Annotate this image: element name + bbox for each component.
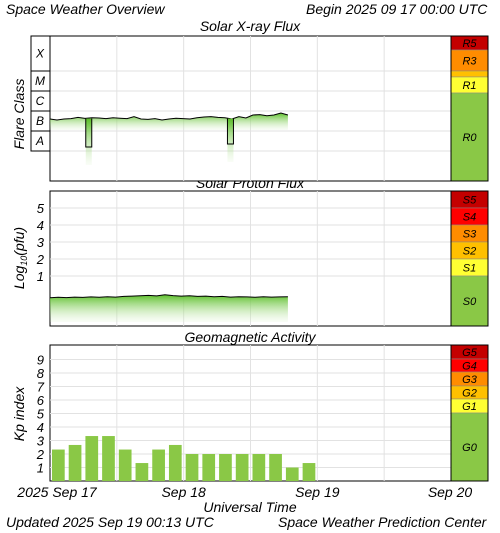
geomag-ytick: 3 [37, 434, 45, 449]
xray-scale-band [450, 70, 489, 78]
xray-class-label: X [35, 47, 45, 61]
kp-bar [285, 467, 299, 481]
kp-bar [302, 463, 316, 481]
geomag-ytick: 2 [36, 447, 45, 462]
kp-bar [269, 454, 282, 481]
proton-ylabel-log: Log [11, 266, 27, 290]
xray-flux-line [49, 112, 289, 121]
proton-ytick: 3 [37, 235, 45, 250]
xray-dip-area [85, 118, 92, 165]
proton-ytick: 2 [36, 252, 45, 267]
proton-scale-band [450, 275, 489, 327]
proton-panel: 1 2 3 4 5 S5 S4 S3 S2 S1 S0 [36, 190, 489, 327]
proton-flux-area [50, 294, 288, 322]
geomag-scale-frame [450, 344, 489, 482]
proton-scale-label: S0 [463, 296, 477, 308]
xray-ylabel: Flare Class [11, 79, 27, 150]
xray-class-label: M [35, 74, 45, 88]
xray-class-box [30, 35, 51, 72]
geomag-scale-label: G3 [462, 374, 478, 386]
x-axis-tick: Sep 19 [295, 484, 340, 500]
kp-bar [219, 454, 232, 481]
xray-dip-area [227, 118, 234, 162]
geomag-ytick: 1 [37, 461, 44, 476]
kp-bar [252, 454, 266, 481]
geomag-ytick: 4 [37, 420, 44, 435]
proton-scale-label: S4 [463, 212, 476, 224]
geomag-scale-label: G5 [462, 347, 478, 359]
xray-dip-line [226, 118, 234, 145]
xray-scale-label: R1 [462, 80, 476, 92]
geomag-scale-label: G2 [462, 388, 477, 400]
geomag-ytick: 8 [37, 366, 45, 381]
xray-scale-label: R3 [462, 56, 477, 68]
kp-bar [202, 454, 216, 481]
time-axis: 2025 Sep 17 Sep 18 Sep 19 Sep 20 [16, 484, 472, 500]
proton-ylabel: Log10(pfu) [11, 227, 29, 289]
footer-updated: Updated 2025 Sep 19 00:13 UTC [6, 514, 214, 530]
header-begin: Begin 2025 09 17 00:00 UTC [306, 1, 487, 17]
xray-scale-band [450, 92, 489, 182]
proton-scale-label: S2 [463, 246, 476, 258]
kp-bar [235, 454, 249, 481]
x-axis-tick: Sep 20 [428, 484, 473, 500]
begin-label: Begin [306, 1, 342, 17]
kp-bar [68, 444, 82, 481]
begin-date: 2025 09 17 00:00 UTC [345, 1, 488, 17]
footer-source: Space Weather Prediction Center [278, 514, 487, 530]
geomag-scale-band [450, 412, 489, 482]
geomag-ytick: 6 [37, 393, 45, 408]
geomag-scale-label: G0 [462, 442, 478, 454]
kp-bar [168, 444, 182, 481]
proton-ytick: 1 [37, 269, 44, 284]
geomag-ytick: 7 [37, 380, 45, 395]
kp-bar [185, 454, 199, 481]
xray-scale-label: R0 [462, 132, 477, 144]
geomag-scale-label: G1 [462, 401, 477, 413]
x-axis-tick: 2025 Sep 17 [16, 484, 98, 500]
kp-bar [152, 449, 165, 481]
proton-scale-label: S3 [463, 229, 477, 241]
header-title: Space Weather Overview [6, 1, 165, 17]
xray-class-label: C [36, 94, 45, 108]
geomag-ylabel: Kp index [11, 386, 27, 441]
kp-bar [52, 449, 65, 481]
geomag-title: Geomagnetic Activity [185, 329, 317, 345]
x-axis-label: Universal Time [203, 499, 296, 515]
proton-scale-frame [450, 190, 489, 327]
proton-ytick: 4 [37, 218, 44, 233]
updated-date: 2025 Sep 19 00:13 UTC [62, 514, 214, 530]
xray-class-label: B [36, 114, 44, 128]
geomag-scale-label: G4 [462, 361, 477, 373]
xray-class-label: A [35, 134, 44, 148]
kp-bar [118, 449, 132, 481]
xray-dip-line [85, 118, 93, 148]
x-axis-tick: Sep 18 [161, 484, 206, 500]
updated-label: Updated [6, 514, 59, 530]
kp-bar [102, 436, 115, 481]
proton-ytick: 5 [37, 201, 45, 216]
proton-ylabel-unit: (pfu) [11, 227, 27, 256]
xray-title: Solar X-ray Flux [200, 18, 301, 34]
proton-flux-line [49, 294, 288, 299]
proton-ylabel-sub: 10 [19, 256, 29, 266]
proton-scale-label: S1 [463, 263, 476, 275]
geomag-ytick: 9 [37, 353, 44, 368]
xray-scale-frame [450, 35, 489, 182]
xray-scale-label: R5 [462, 38, 477, 50]
kp-bar [135, 463, 149, 481]
kp-bar [85, 436, 99, 481]
geomag-ytick: 5 [37, 407, 45, 422]
proton-scale-label: S5 [463, 195, 477, 207]
